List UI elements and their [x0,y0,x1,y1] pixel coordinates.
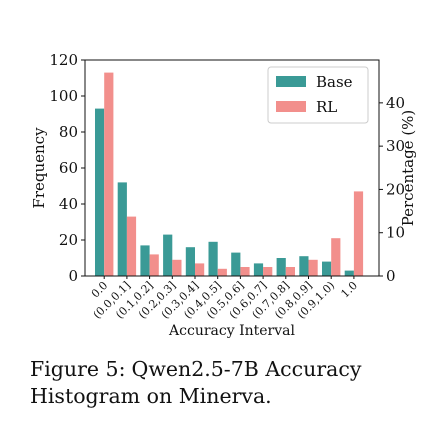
x-tick-label-11: 1.0 [338,279,360,301]
legend-swatch-rl [276,101,306,112]
y2-tick-label-20: 20 [386,180,405,198]
bar-base-7 [253,263,264,276]
figure-caption: Figure 5: Qwen2.5-7B Accuracy Histogram o… [30,356,430,410]
bar-base-4 [185,247,195,276]
y2-tick-label-10: 10 [386,224,405,242]
legend-label-rl: RL [316,98,337,116]
bar-rl-8 [285,267,295,276]
bar-base-6 [231,252,241,276]
y2-tick-label-40: 40 [386,94,405,112]
x-axis-title: Accuracy Interval [168,323,295,339]
y-tick-label-100: 100 [49,87,78,105]
y-axis-title: Frequency [30,127,48,209]
bar-rl-6 [240,267,250,276]
figure-label: Figure 5: [30,357,126,381]
bar-rl-3 [172,259,182,276]
legend-label-base: Base [316,73,353,91]
bar-base-2 [140,245,150,276]
bar-rl-11 [353,191,364,276]
y-tick-label-60: 60 [59,159,78,177]
bar-rl-4 [195,263,205,276]
bar-base-11 [344,270,354,276]
bar-base-9 [299,256,309,276]
bar-base-5 [208,241,218,276]
bar-rl-5 [217,268,227,276]
y2-tick-label-0: 0 [386,267,396,285]
bar-base-0 [95,108,105,276]
bar-rl-9 [308,259,318,276]
y2-axis-title: Percentage (%) [399,110,417,227]
bar-base-8 [276,258,286,276]
y-tick-label-40: 40 [59,195,78,213]
bar-base-3 [163,234,173,276]
bar-base-10 [322,261,332,276]
bar-rl-0 [104,72,114,276]
y2-tick-label-30: 30 [386,137,405,155]
bar-base-1 [117,182,127,276]
y-tick-label-0: 0 [68,267,78,285]
bar-rl-1 [126,216,137,276]
bar-rl-2 [149,254,159,276]
caption-text: Qwen2.5-7B Accuracy Histogram on Minerva… [30,357,362,408]
accuracy-histogram-chart: 0204060801001200102030400.0(0.0,0.1](0.1… [30,51,417,339]
bar-rl-7 [263,267,273,276]
bar-rl-10 [331,238,341,276]
y-tick-label-120: 120 [49,51,78,69]
y-tick-label-80: 80 [59,123,78,141]
legend-swatch-base [276,76,306,87]
y-tick-label-20: 20 [59,231,78,249]
